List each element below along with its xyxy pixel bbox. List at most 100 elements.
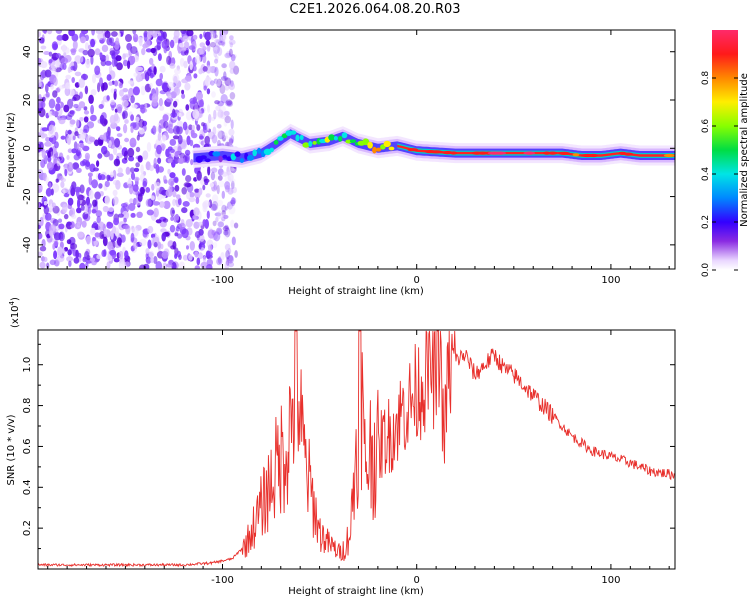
noise-speckle xyxy=(137,155,143,163)
noise-speckle xyxy=(201,122,205,127)
noise-speckle xyxy=(127,183,132,189)
noise-speckle xyxy=(108,81,113,86)
noise-speckle xyxy=(165,189,173,197)
noise-speckle xyxy=(79,184,85,194)
noise-speckle xyxy=(226,255,234,264)
noise-speckle xyxy=(185,73,192,82)
noise-speckle xyxy=(230,199,236,205)
noise-speckle xyxy=(169,39,175,49)
noise-speckle xyxy=(41,127,49,132)
ridge-blob xyxy=(308,140,313,147)
noise-speckle xyxy=(72,162,80,170)
noise-speckle xyxy=(169,224,176,233)
noise-speckle xyxy=(62,63,67,70)
noise-speckle xyxy=(92,237,97,242)
noise-speckle xyxy=(161,251,169,259)
noise-speckle xyxy=(68,209,74,217)
noise-speckle xyxy=(227,261,235,268)
noise-speckle xyxy=(147,225,154,234)
noise-speckle xyxy=(230,53,237,59)
noise-speckle xyxy=(46,161,54,171)
noise-speckle xyxy=(186,30,194,37)
noise-speckle xyxy=(177,197,182,206)
noise-speckle xyxy=(76,221,81,228)
noise-speckle xyxy=(217,109,224,118)
noise-speckle xyxy=(111,57,116,68)
snr-series xyxy=(38,330,675,568)
noise-speckle xyxy=(211,91,216,98)
noise-speckle xyxy=(137,193,143,202)
ridge-blob xyxy=(316,138,321,145)
noise-speckle xyxy=(173,100,178,108)
noise-speckle xyxy=(106,74,112,81)
noise-speckle xyxy=(40,101,46,109)
noise-speckle xyxy=(228,48,233,57)
noise-speckle xyxy=(43,51,50,55)
y-tick-label: 0.2 xyxy=(22,520,33,536)
noise-speckle xyxy=(87,207,92,215)
noise-speckle xyxy=(178,222,186,230)
x-tick-label: 100 xyxy=(601,275,620,286)
noise-speckle xyxy=(86,235,91,245)
noise-speckle xyxy=(196,124,201,131)
noise-speckle xyxy=(85,262,89,269)
noise-speckle xyxy=(202,66,208,72)
noise-speckle xyxy=(206,121,210,132)
noise-speckle xyxy=(145,256,152,264)
noise-speckle xyxy=(44,141,52,147)
noise-speckle xyxy=(145,187,151,193)
noise-speckle xyxy=(194,55,201,64)
noise-speckle xyxy=(128,203,136,211)
noise-speckle xyxy=(200,261,208,269)
noise-speckle xyxy=(219,105,227,114)
noise-speckle xyxy=(155,78,163,87)
noise-speckle xyxy=(48,182,52,189)
noise-speckle xyxy=(152,201,160,206)
noise-speckle xyxy=(170,216,174,221)
noise-speckle xyxy=(110,99,115,106)
noise-speckle xyxy=(78,78,85,88)
noise-speckle xyxy=(124,137,130,143)
ridge-blob xyxy=(277,136,284,141)
spectrogram-y-axis-label: Frequency (Hz) xyxy=(6,112,17,188)
noise-speckle xyxy=(169,172,176,179)
noise-speckle xyxy=(229,68,235,74)
noise-speckle xyxy=(165,148,170,158)
noise-speckle xyxy=(204,135,210,145)
noise-speckle xyxy=(224,175,231,185)
noise-speckle xyxy=(39,71,45,81)
spectrogram-x-axis-label: Height of straight line (km) xyxy=(288,286,424,297)
noise-speckle xyxy=(99,134,105,140)
noise-speckle xyxy=(85,59,91,69)
noise-speckle xyxy=(170,207,175,217)
noise-speckle xyxy=(162,31,167,40)
ridge-blob xyxy=(429,150,443,154)
noise-speckle xyxy=(129,167,135,174)
noise-speckle xyxy=(230,219,235,228)
noise-speckle xyxy=(223,232,228,240)
noise-speckle xyxy=(159,65,166,73)
y-tick-label: 0.6 xyxy=(22,438,33,454)
colorbar: 0.0 0.2 0.4 0.6 0.8 Normalized spectral ampl… xyxy=(701,30,750,277)
noise-speckle xyxy=(104,195,111,205)
noise-speckle xyxy=(49,259,56,266)
noise-speckle xyxy=(141,48,146,56)
noise-speckle xyxy=(209,30,217,35)
noise-speckle xyxy=(211,116,215,122)
y-tick-label: 0.4 xyxy=(22,479,33,495)
noise-speckle xyxy=(182,201,190,207)
noise-speckle xyxy=(167,158,173,164)
noise-speckle xyxy=(213,109,217,120)
noise-speckle xyxy=(39,216,44,227)
noise-speckle xyxy=(83,116,89,123)
noise-speckle xyxy=(40,159,46,169)
noise-speckle xyxy=(207,104,210,113)
noise-speckle xyxy=(231,236,236,246)
noise-speckle xyxy=(38,94,42,101)
noise-speckle xyxy=(51,202,56,209)
noise-speckle xyxy=(95,30,104,34)
noise-speckle xyxy=(65,74,72,80)
noise-speckle xyxy=(158,124,162,134)
noise-speckle xyxy=(213,180,218,191)
noise-speckle xyxy=(50,84,54,90)
